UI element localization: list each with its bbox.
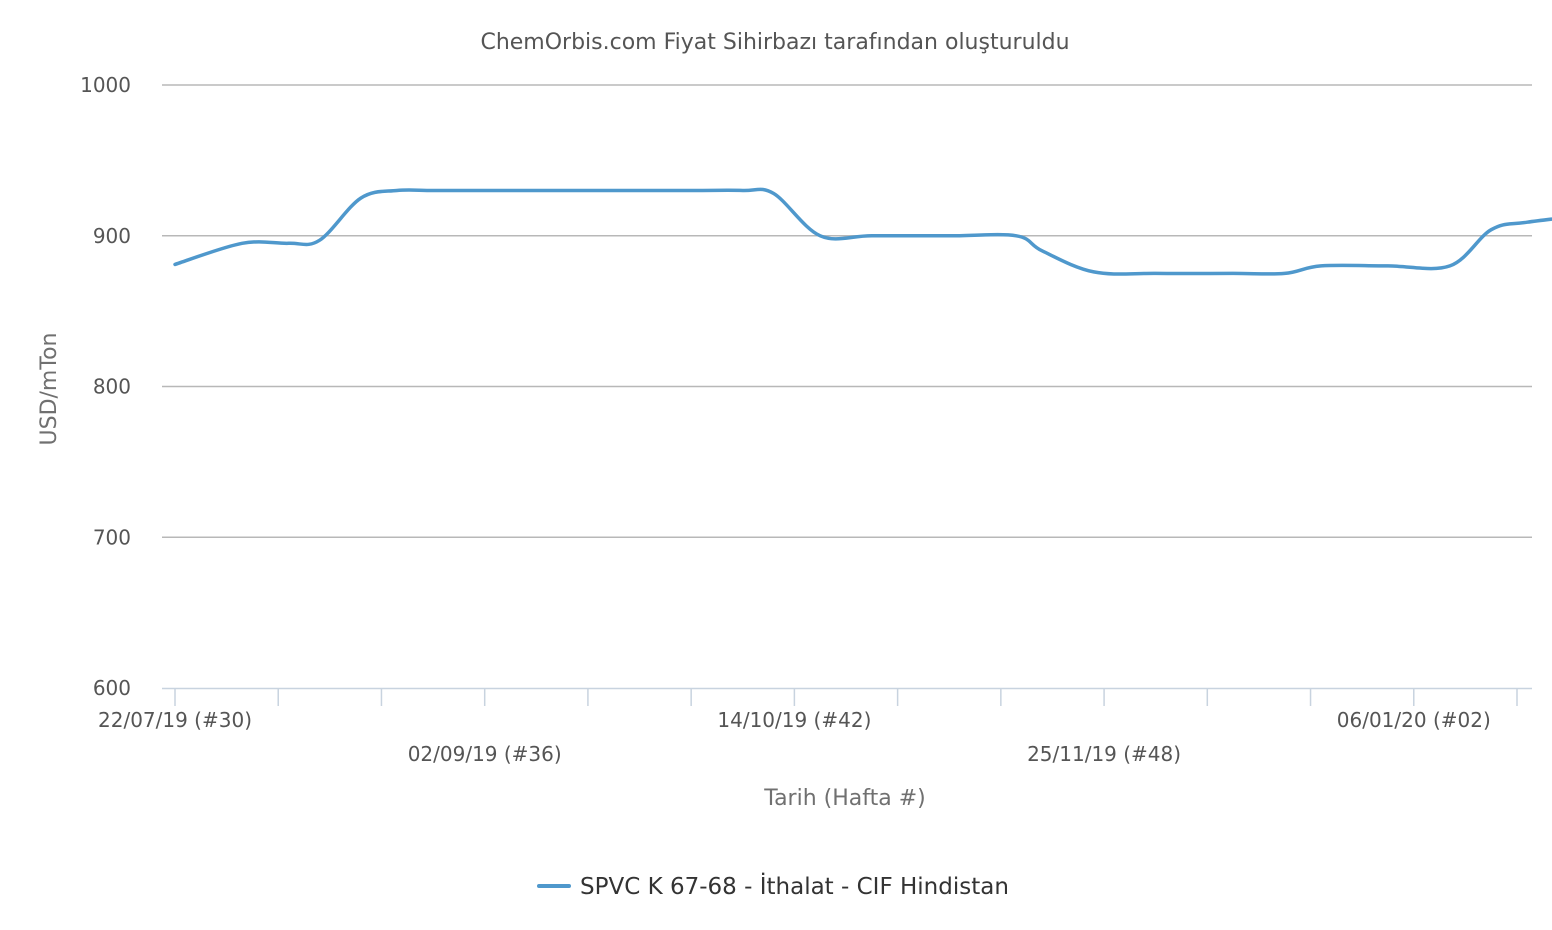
legend-label[interactable]: SPVC K 67-68 - İthalat - CIF Hindistan bbox=[580, 872, 1009, 900]
y-tick-label-600: 600 bbox=[93, 676, 131, 700]
x-tick-label: 22/07/19 (#30) bbox=[98, 708, 252, 732]
x-tick-label: 02/09/19 (#36) bbox=[408, 742, 562, 766]
legend[interactable]: SPVC K 67-68 - İthalat - CIF Hindistan bbox=[537, 872, 1009, 900]
x-tick-label: 06/01/20 (#02) bbox=[1337, 708, 1491, 732]
series-layer bbox=[173, 187, 1552, 276]
x-axis-title: Tarih (Hafta #) bbox=[763, 786, 925, 811]
x-tick-label: 14/10/19 (#42) bbox=[717, 708, 871, 732]
chart-title: ChemOrbis.com Fiyat Sihirbazı tarafından… bbox=[480, 30, 1069, 55]
y-axis-ticks: 600 700 800 900 1000 bbox=[80, 73, 131, 700]
y-tick-label-800: 800 bbox=[93, 375, 131, 399]
x-axis-ticks: 22/07/19 (#30) 02/09/19 (#36) 14/10/19 (#4… bbox=[98, 688, 1518, 766]
y-tick-label-1000: 1000 bbox=[80, 73, 131, 97]
y-tick-label-700: 700 bbox=[93, 525, 131, 549]
series-line-segment-1[interactable] bbox=[173, 187, 1552, 276]
y-tick-label-900: 900 bbox=[93, 224, 131, 248]
x-tick-label: 25/11/19 (#48) bbox=[1027, 742, 1181, 766]
grid-lines bbox=[162, 84, 1532, 538]
y-axis-title: USD/mTon bbox=[37, 333, 62, 446]
